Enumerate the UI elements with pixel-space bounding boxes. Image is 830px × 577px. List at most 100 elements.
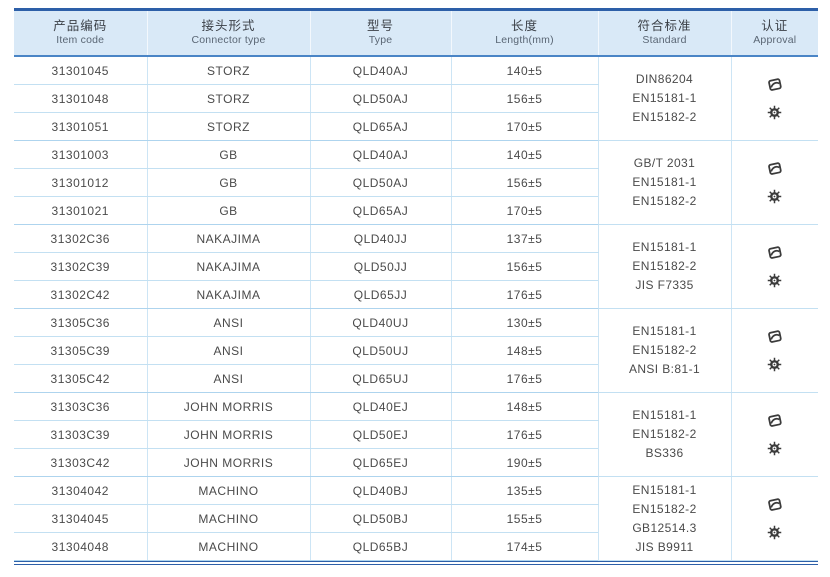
connector-type-cell: GB	[146, 196, 310, 225]
connector-type-cell: GB	[146, 140, 310, 169]
type-cell: QLD50AJ	[309, 84, 451, 113]
length-cell: 130±5	[450, 308, 598, 337]
gear-seal-icon	[767, 105, 782, 120]
col-header-zh: 型号	[366, 19, 394, 33]
standard-line: EN15181-1	[632, 91, 697, 105]
col-header-en: Connector type	[191, 34, 266, 46]
table-row: 31305C42 ANSI QLD65UJ 176±5	[14, 364, 818, 393]
length-cell: 190±5	[450, 448, 598, 477]
type-cell: QLD65BJ	[309, 532, 451, 561]
item-code-cell: 31302C36	[14, 224, 147, 253]
standard-line: GB/T 2031	[633, 156, 696, 170]
item-code-cell: 31303C42	[14, 448, 147, 477]
connector-type-cell: MACHINO	[146, 532, 310, 561]
table-row: 31302C39 NAKAJIMA QLD50JJ 156±5	[14, 252, 818, 281]
col-header-approval: 认证 Approval	[730, 11, 818, 57]
standard-line: EN15182-2	[632, 194, 697, 208]
connector-type-cell: ANSI	[146, 364, 310, 393]
table-row: 31303C42 JOHN MORRIS QLD65EJ 190±5	[14, 448, 818, 477]
col-header-en: Approval	[753, 34, 797, 46]
item-code-cell: 31305C42	[14, 364, 147, 393]
gear-seal-icon	[767, 357, 782, 372]
connector-type-cell: NAKAJIMA	[146, 252, 310, 281]
standard-cell: EN15181-1 EN15182-2 GB12514.3 JIS B9911	[597, 476, 731, 561]
connector-type-cell: STORZ	[146, 112, 310, 141]
col-header-en: Length(mm)	[495, 34, 554, 46]
item-code-cell: 31302C42	[14, 280, 147, 309]
certificate-icon	[766, 497, 784, 513]
table-row: 31302C36 NAKAJIMA QLD40JJ 137±5 EN15181-1 EN1…	[14, 224, 818, 309]
length-cell: 176±5	[450, 280, 598, 309]
table-body: 31301045 STORZ QLD40AJ 140±5 DIN86204 EN15181…	[14, 56, 818, 561]
table-row: 31301012 GB QLD50AJ 156±5	[14, 168, 818, 197]
col-header-en: Type	[368, 34, 393, 46]
type-cell: QLD65AJ	[309, 196, 451, 225]
standard-line: DIN86204	[635, 72, 694, 86]
item-code-cell: 31302C39	[14, 252, 147, 281]
type-cell: QLD50EJ	[309, 420, 451, 449]
type-cell: QLD40EJ	[309, 392, 451, 421]
standard-line: EN15182-2	[632, 259, 697, 273]
type-cell: QLD65UJ	[309, 364, 451, 393]
certificate-icon	[766, 329, 784, 345]
approval-cell	[730, 476, 818, 561]
type-cell: QLD40AJ	[309, 56, 451, 85]
length-cell: 156±5	[450, 252, 598, 281]
standard-line: EN15181-1	[632, 175, 697, 189]
table-row: 31303C39 JOHN MORRIS QLD50EJ 176±5	[14, 420, 818, 449]
item-code-cell: 31304048	[14, 532, 147, 561]
col-header-zh: 符合标准	[637, 19, 692, 33]
col-header-en: Standard	[642, 34, 687, 46]
length-cell: 176±5	[450, 364, 598, 393]
product-spec-table: 产品编码 Item code 接头形式 Connector type 型号 Ty…	[14, 11, 818, 561]
standard-line: EN15182-2	[632, 427, 697, 441]
item-code-cell: 31303C39	[14, 420, 147, 449]
col-header-length: 长度 Length(mm)	[450, 11, 598, 57]
table-row: 31301051 STORZ QLD65AJ 170±5	[14, 112, 818, 141]
item-code-cell: 31304042	[14, 476, 147, 505]
standard-cell: DIN86204 EN15181-1 EN15182-2	[597, 56, 731, 141]
gear-seal-icon	[767, 273, 782, 288]
gear-seal-icon	[767, 525, 782, 540]
connector-type-cell: MACHINO	[146, 476, 310, 505]
standard-line: BS336	[645, 446, 684, 460]
connector-type-cell: ANSI	[146, 308, 310, 337]
approval-icon-stack	[734, 413, 817, 456]
type-cell: QLD65EJ	[309, 448, 451, 477]
table-row: 31302C42 NAKAJIMA QLD65JJ 176±5	[14, 280, 818, 309]
connector-type-cell: NAKAJIMA	[146, 224, 310, 253]
item-code-cell: 31301003	[14, 140, 147, 169]
approval-cell	[730, 392, 818, 477]
length-cell: 140±5	[450, 56, 598, 85]
connector-type-cell: STORZ	[146, 56, 310, 85]
length-cell: 176±5	[450, 420, 598, 449]
col-header-en: Item code	[56, 34, 105, 46]
type-cell: QLD50UJ	[309, 336, 451, 365]
type-cell: QLD50AJ	[309, 168, 451, 197]
table-row: 31301021 GB QLD65AJ 170±5	[14, 196, 818, 225]
approval-cell	[730, 140, 818, 225]
length-cell: 170±5	[450, 196, 598, 225]
connector-type-cell: NAKAJIMA	[146, 280, 310, 309]
col-header-connector-type: 接头形式 Connector type	[146, 11, 310, 57]
approval-cell	[730, 56, 818, 141]
length-cell: 170±5	[450, 112, 598, 141]
table-frame: 产品编码 Item code 接头形式 Connector type 型号 Ty…	[14, 8, 818, 565]
certificate-icon	[766, 77, 784, 93]
standard-line: EN15182-2	[632, 501, 697, 516]
certificate-icon	[766, 161, 784, 177]
standard-cell: GB/T 2031 EN15181-1 EN15182-2	[597, 140, 731, 225]
table-row: 31301048 STORZ QLD50AJ 156±5	[14, 84, 818, 113]
table-row: 31304045 MACHINO QLD50BJ 155±5	[14, 504, 818, 533]
connector-type-cell: JOHN MORRIS	[146, 420, 310, 449]
table-row: 31301003 GB QLD40AJ 140±5 GB/T 2031 EN15181-1…	[14, 140, 818, 225]
approval-cell	[730, 224, 818, 309]
approval-icon-stack	[734, 497, 817, 540]
table-row: 31304048 MACHINO QLD65BJ 174±5	[14, 532, 818, 561]
type-cell: QLD65AJ	[309, 112, 451, 141]
standard-line: EN15181-1	[632, 482, 697, 497]
type-cell: QLD40UJ	[309, 308, 451, 337]
col-header-zh: 产品编码	[53, 19, 108, 33]
standard-line: JIS F7335	[635, 278, 694, 292]
